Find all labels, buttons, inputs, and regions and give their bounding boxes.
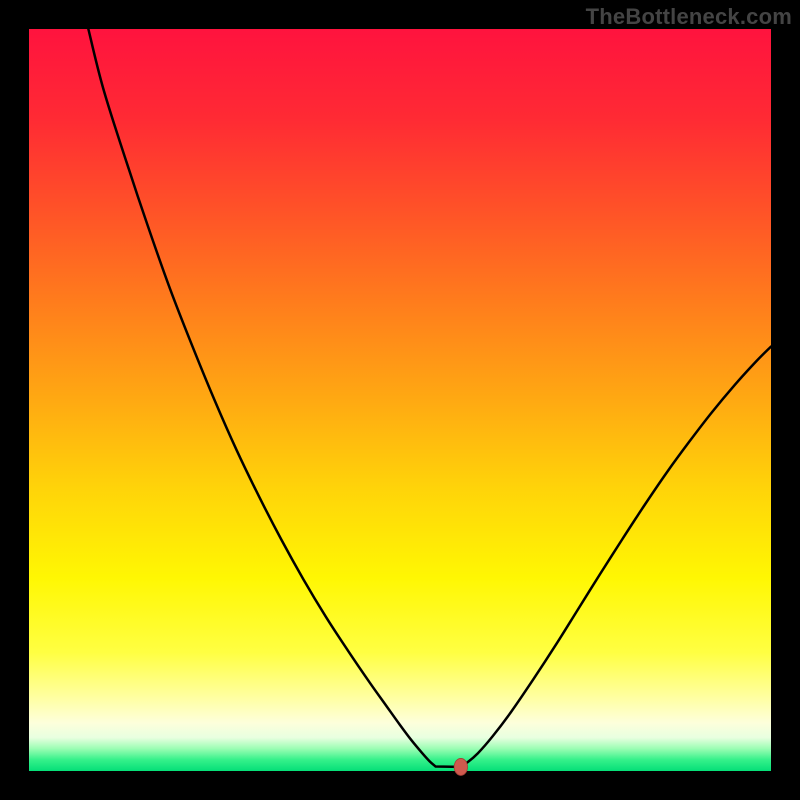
optimal-point-marker	[454, 758, 467, 775]
bottleneck-chart	[0, 0, 800, 800]
watermark-label: TheBottleneck.com	[586, 4, 792, 30]
plot-gradient-background	[29, 29, 771, 771]
chart-container: TheBottleneck.com	[0, 0, 800, 800]
